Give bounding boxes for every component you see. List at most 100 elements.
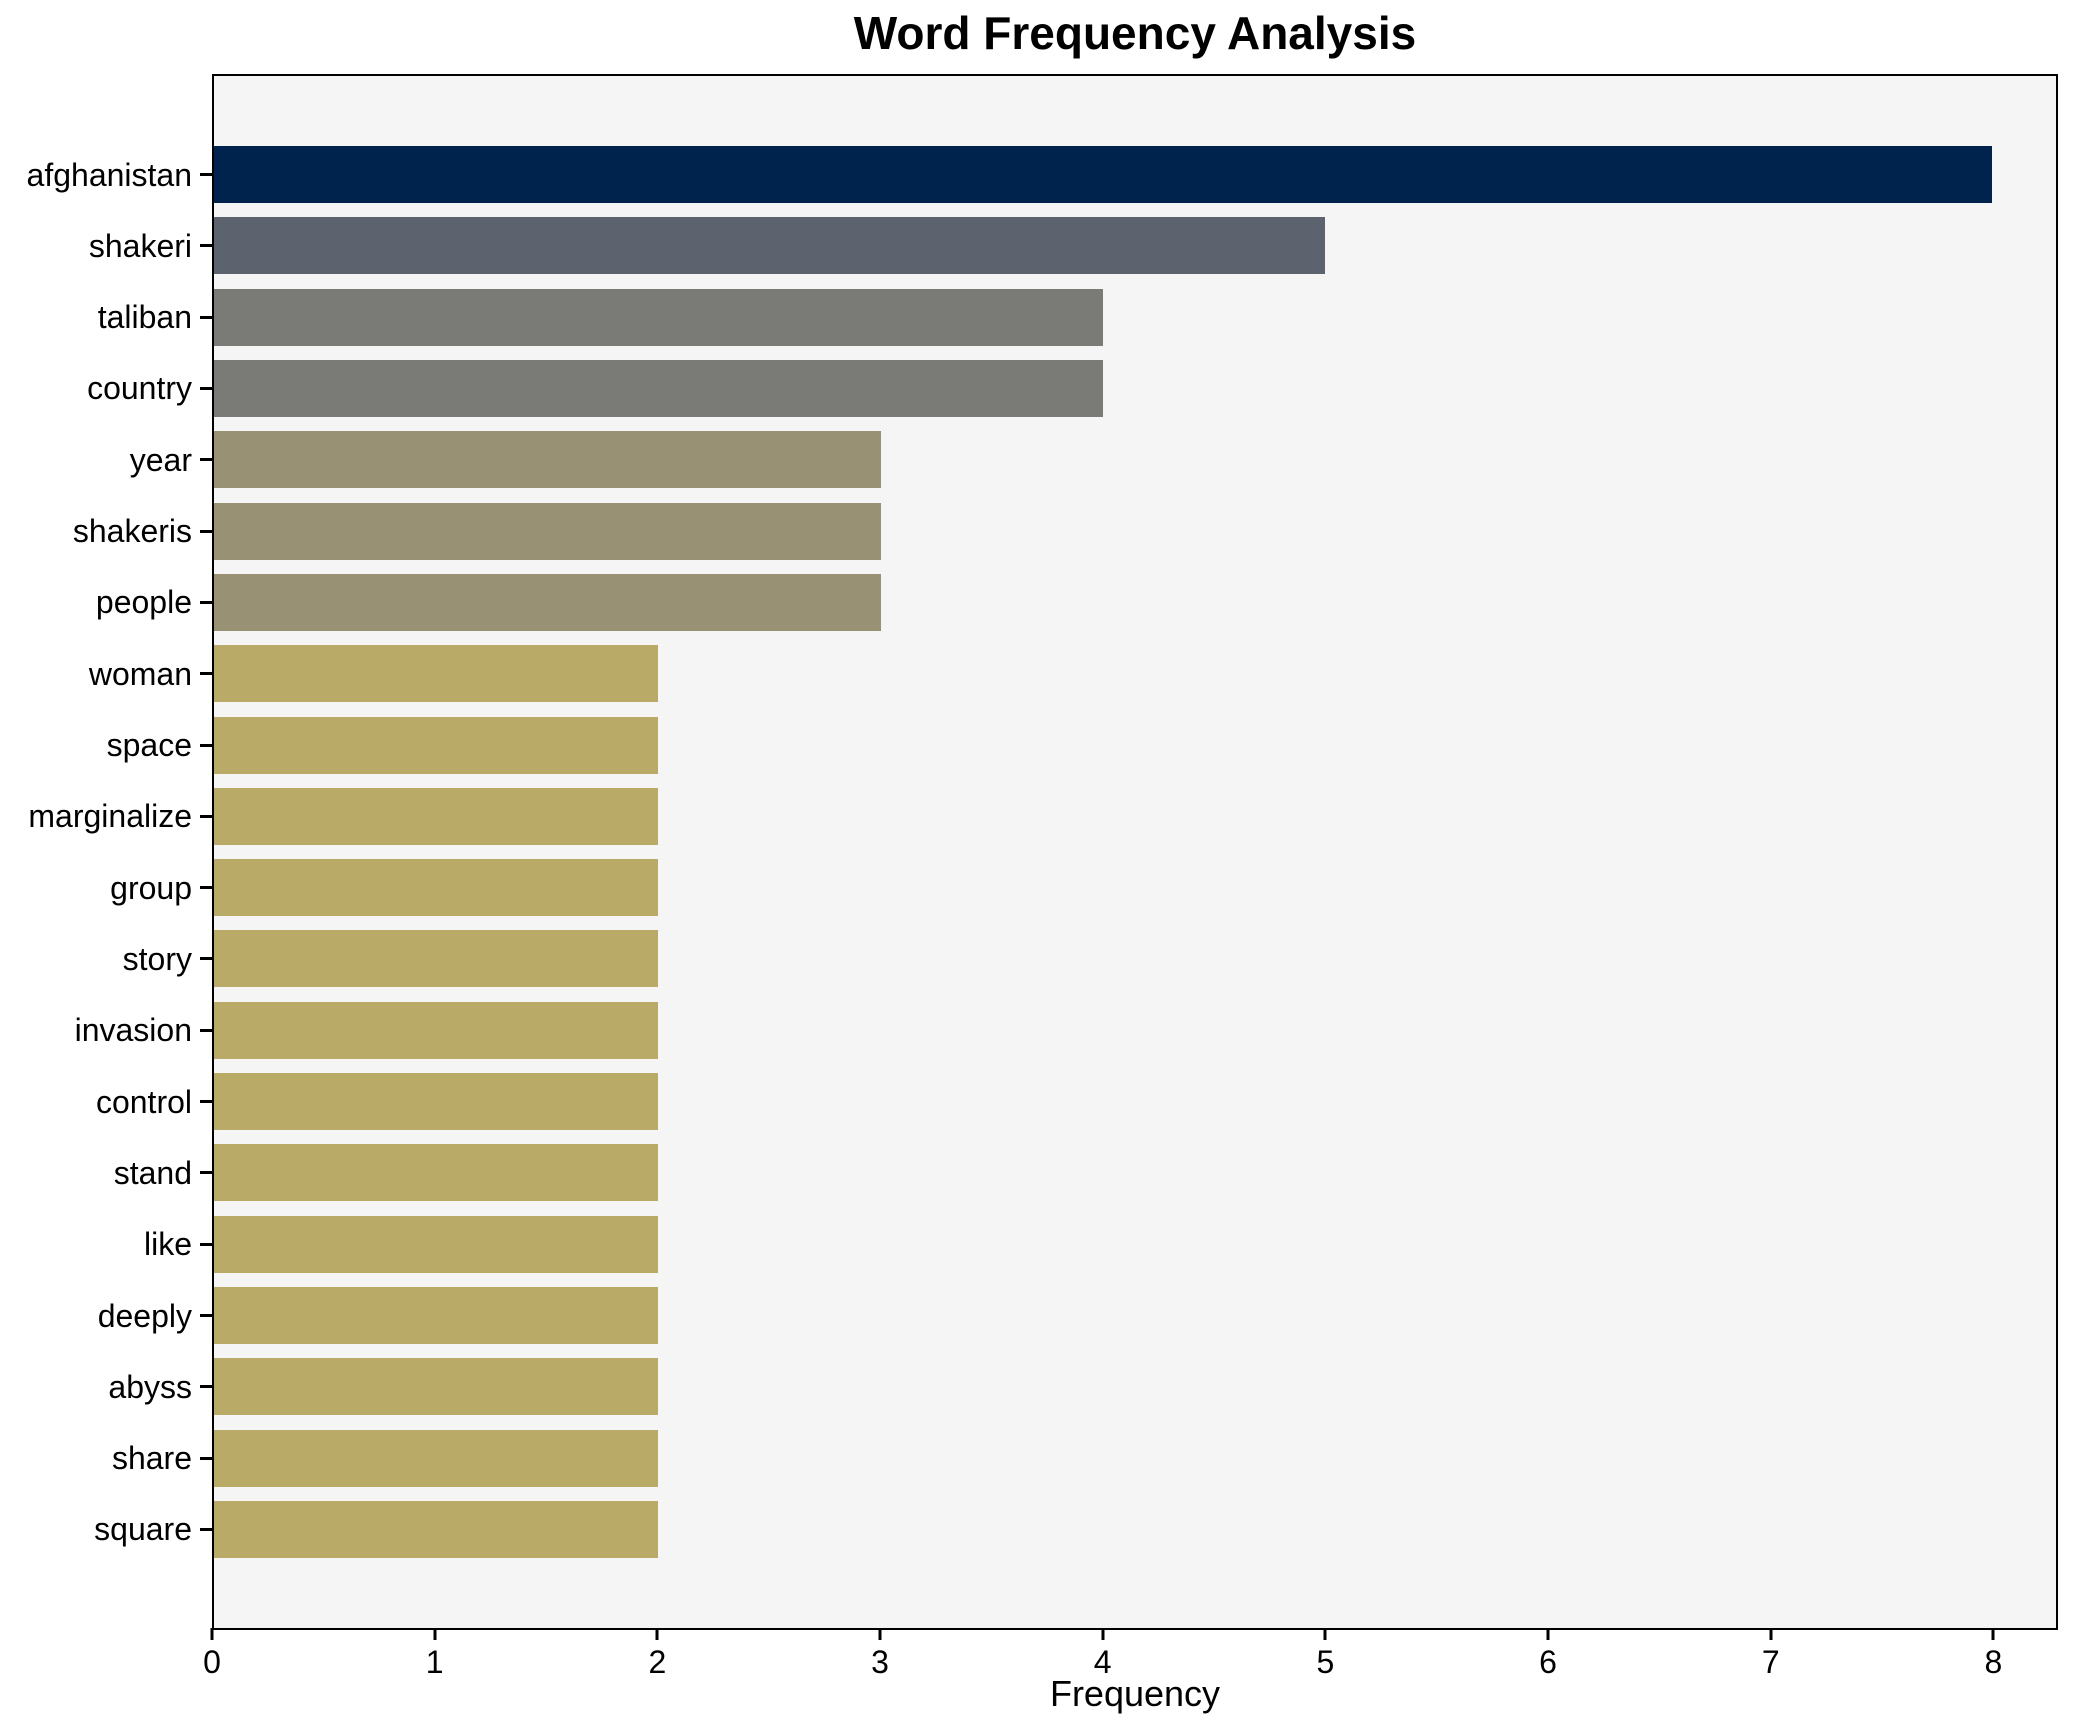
y-tick-mark	[200, 1028, 212, 1032]
y-tick-mark	[200, 1242, 212, 1246]
x-axis: 0 1 2 3 4 5 6 7 8	[203, 1628, 2058, 1718]
x-tick-mark	[1991, 1628, 1995, 1640]
y-tick-mark	[200, 1314, 212, 1317]
y-tick-mark	[200, 600, 212, 604]
y-tick-mark	[200, 957, 212, 961]
x-tick-label: 6	[1539, 1644, 1557, 1680]
y-tick-label: year	[129, 441, 192, 478]
bar-afghanistan	[214, 146, 1992, 203]
bar-group	[214, 859, 659, 917]
x-tick-mark	[1323, 1628, 1327, 1640]
bar-row: group	[110, 859, 2056, 917]
x-tick-mark	[210, 1628, 214, 1640]
x-tick-label: 8	[1984, 1644, 2003, 1680]
bar-like	[214, 1215, 659, 1273]
bar-control	[214, 1073, 659, 1131]
x-tick-mark	[1101, 1628, 1105, 1640]
y-tick-label: control	[95, 1083, 192, 1120]
y-tick-label: like	[143, 1226, 192, 1263]
bar-year	[214, 431, 881, 489]
y-tick-mark	[200, 315, 212, 319]
bar-row: abyss	[108, 1358, 2056, 1416]
y-tick-mark	[200, 1100, 212, 1104]
bar-row: afghanistan	[27, 146, 2056, 203]
y-tick-label: story	[122, 940, 192, 977]
bars-container: afghanistan shakeri taliban country year shak…	[27, 76, 2056, 1628]
bar-marginalize	[214, 787, 659, 845]
bar-row: shakeri	[89, 217, 2056, 275]
bar-row: country	[87, 359, 2056, 417]
y-tick-mark	[200, 1171, 212, 1175]
y-tick-label: people	[95, 584, 192, 621]
y-tick-mark	[200, 386, 212, 390]
y-tick-label: square	[94, 1511, 192, 1548]
bar-abyss	[214, 1358, 659, 1416]
y-tick-label: marginalize	[28, 798, 192, 835]
bar-row: share	[112, 1429, 2056, 1487]
bar-row: stand	[114, 1144, 2056, 1202]
x-tick-mark	[878, 1628, 882, 1640]
y-tick-label: group	[110, 869, 192, 906]
y-tick-label: invasion	[74, 1012, 192, 1049]
x-tick-mark	[655, 1628, 659, 1640]
y-tick-label: taliban	[97, 299, 192, 336]
bar-woman	[214, 645, 659, 703]
bar-row: invasion	[75, 1001, 2056, 1059]
plot-area: afghanistan shakeri taliban country year shak…	[27, 74, 2058, 1630]
y-tick-label: space	[106, 727, 192, 763]
y-tick-label: country	[87, 370, 192, 407]
bar-stand	[214, 1144, 659, 1202]
y-tick-mark	[200, 814, 212, 818]
x-tick-mark	[1546, 1628, 1550, 1640]
y-tick-mark	[200, 173, 212, 176]
y-tick-mark	[200, 1527, 212, 1531]
bar-row: square	[94, 1500, 2056, 1558]
x-tick-label: 4	[1093, 1644, 1112, 1680]
y-tick-mark	[200, 672, 212, 676]
y-tick-mark	[200, 1385, 212, 1389]
y-tick-mark	[200, 458, 212, 462]
bar-people	[214, 573, 881, 631]
x-axis-label: Frequency	[1049, 1673, 1221, 1714]
y-tick-label: stand	[113, 1154, 192, 1191]
x-tick-label: 7	[1761, 1644, 1780, 1680]
bar-row: year	[130, 431, 2056, 489]
y-tick-label: woman	[88, 655, 192, 692]
bar-row: like	[144, 1215, 2056, 1273]
y-tick-mark	[200, 886, 212, 890]
x-tick-mark	[1769, 1628, 1773, 1640]
bar-row: taliban	[98, 288, 2056, 346]
bar-row: deeply	[98, 1287, 2056, 1344]
y-tick-label: share	[111, 1440, 192, 1477]
y-tick-label: shakeris	[72, 513, 192, 550]
x-tick-label: 2	[648, 1644, 667, 1680]
y-tick-mark	[200, 529, 212, 533]
x-tick-label: 1	[425, 1644, 444, 1680]
bar-shakeri	[214, 217, 1325, 275]
bar-invasion	[214, 1001, 659, 1059]
x-tick-label: 3	[871, 1644, 889, 1680]
x-tick-label: 5	[1316, 1644, 1335, 1680]
y-tick-label: afghanistan	[26, 156, 192, 193]
y-tick-label: deeply	[97, 1297, 192, 1334]
y-tick-mark	[200, 1456, 212, 1460]
y-tick-label: abyss	[108, 1368, 192, 1405]
bar-square	[214, 1500, 659, 1558]
bar-country	[214, 359, 1103, 417]
bar-row: marginalize	[28, 787, 2056, 845]
bar-story	[214, 930, 659, 988]
bar-taliban	[214, 288, 1103, 346]
bar-share	[214, 1429, 659, 1487]
bar-row: people	[96, 573, 2056, 631]
x-tick-label: 0	[203, 1644, 221, 1680]
bar-row: woman	[89, 645, 2056, 703]
y-tick-mark	[200, 244, 212, 248]
x-tick-mark	[433, 1628, 437, 1640]
y-tick-label: shakeri	[88, 227, 192, 264]
bar-row: shakeris	[73, 502, 2056, 560]
bar-space	[214, 716, 659, 774]
bar-row: story	[123, 930, 2056, 988]
y-tick-mark	[200, 743, 212, 747]
bar-shakeris	[214, 502, 881, 560]
